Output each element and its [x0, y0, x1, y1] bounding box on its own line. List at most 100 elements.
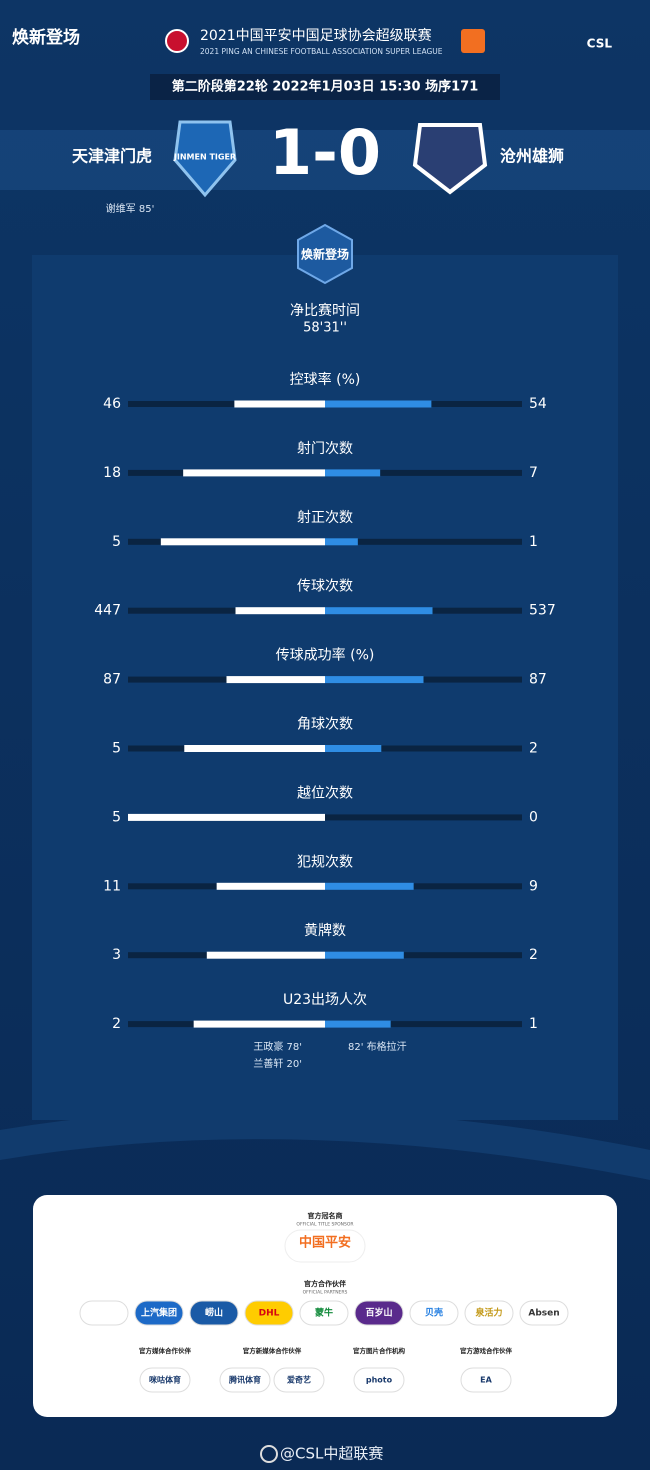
away-value: 1	[529, 534, 538, 550]
weibo-icon	[260, 1445, 278, 1463]
sponsor-pill	[464, 1300, 514, 1326]
partner-logo: 上汽集团	[141, 1307, 177, 1319]
home-bar	[184, 745, 325, 752]
sponsor-pill	[460, 1367, 512, 1393]
group-logo: 爱奇艺	[287, 1375, 311, 1385]
group-title: 官方图片合作机构	[353, 1346, 406, 1355]
stat-label: 犯规次数	[297, 854, 353, 870]
away-bar	[325, 538, 358, 546]
sponsor-pill	[299, 1300, 349, 1326]
away-value: 2	[529, 947, 538, 963]
sponsor-pill	[189, 1300, 239, 1326]
group-logo: 腾讯体育	[228, 1375, 261, 1385]
away-bar	[325, 400, 432, 408]
footer: @CSL中超联赛	[280, 1445, 383, 1463]
away-bar	[325, 882, 414, 890]
away-bar	[325, 951, 404, 959]
away-value: 537	[529, 603, 556, 619]
home-value: 5	[112, 741, 121, 757]
away-bar	[325, 469, 381, 477]
sponsor-pill	[284, 1229, 366, 1263]
pingan-logo	[461, 29, 485, 53]
league-cn: 2021中国平安中国足球协会超级联赛	[200, 28, 432, 44]
logo-text: 焕新登场	[12, 27, 80, 48]
stat-label: 黄牌数	[304, 922, 346, 939]
league-en: 2021 PING AN CHINESE FOOTBALL ASSOCIATIO…	[200, 47, 443, 56]
stats-panel	[32, 255, 618, 1120]
away-value: 54	[529, 396, 547, 412]
partners-label: 官方合作伙伴	[304, 1279, 346, 1288]
stat-label: 射门次数	[297, 441, 353, 457]
title-sponsor: 中国平安	[299, 1235, 351, 1251]
csl-logo: CSL	[587, 37, 613, 51]
home-bar	[234, 400, 325, 408]
home-value: 5	[112, 809, 121, 825]
net-time: 58'31''	[303, 321, 347, 336]
home-crest	[173, 120, 237, 198]
home-bar	[128, 813, 325, 821]
home-value: 18	[103, 465, 121, 481]
home-value: 2	[112, 1016, 121, 1032]
group-title: 官方游戏合作伙伴	[460, 1346, 513, 1355]
home-value: 447	[94, 603, 121, 619]
partner-logo: 泉活力	[474, 1307, 502, 1319]
away-value: 9	[529, 878, 538, 894]
sponsor-pill	[519, 1300, 569, 1326]
partner-logo: 贝壳	[425, 1307, 443, 1319]
sponsor-pill	[409, 1300, 459, 1326]
stat-label: 角球次数	[297, 717, 353, 733]
away-bar	[325, 676, 424, 684]
net-time-label: 净比赛时间	[290, 303, 360, 319]
group-logo: 咪咕体育	[149, 1375, 181, 1385]
away-team: 沧州雄狮	[500, 147, 564, 166]
home-value: 5	[112, 534, 121, 550]
stat-label: U23出场人次	[283, 992, 367, 1008]
stat-label: 传球次数	[297, 579, 353, 595]
stat-label: 传球成功率 (%)	[276, 647, 375, 664]
sponsor-pill	[134, 1300, 184, 1326]
sponsor-pill	[139, 1367, 191, 1393]
partners-label-en: OFFICIAL PARTNERS	[303, 1290, 348, 1296]
sponsor-pill	[353, 1367, 405, 1393]
home-bar	[226, 676, 325, 684]
away-bar	[325, 745, 382, 752]
group-title: 官方媒体合作伙伴	[139, 1346, 192, 1355]
stat-label: 射正次数	[297, 510, 353, 526]
away-value: 0	[529, 809, 538, 825]
home-value: 87	[103, 672, 121, 688]
stripe	[0, 1109, 650, 1180]
home-value: 46	[103, 396, 121, 412]
home-value: 11	[103, 878, 121, 894]
group-logo: photo	[366, 1376, 393, 1385]
home-bar	[160, 538, 325, 546]
u23-away: 82' 布格拉汗	[348, 1040, 407, 1053]
sponsor-pill	[219, 1367, 271, 1393]
away-crest	[412, 123, 488, 195]
away-value: 87	[529, 672, 547, 688]
home-bar	[183, 469, 325, 477]
badge	[297, 223, 353, 285]
home-scorer: 谢维军 85'	[106, 202, 155, 215]
group-title: 官方新媒体合作伙伴	[243, 1346, 302, 1355]
partner-logo: 蒙牛	[315, 1307, 333, 1319]
u23-home: 王政豪 78'	[253, 1040, 302, 1053]
cfa-logo	[165, 29, 189, 53]
partner-logo: DHL	[259, 1309, 280, 1319]
home-bar	[235, 607, 325, 615]
home-bar	[216, 882, 325, 890]
team-band	[0, 130, 650, 190]
away-bar	[325, 1020, 391, 1028]
match-info: 第二阶段第22轮 2022年1月03日 15:30 场序171	[172, 79, 479, 95]
u23-home: 兰善轩 20'	[253, 1057, 302, 1070]
away-value: 2	[529, 741, 538, 757]
sponsor-pill	[273, 1367, 325, 1393]
sponsor-pill	[354, 1300, 404, 1326]
sponsor-pill	[79, 1300, 129, 1326]
badge-text: 焕新登场	[301, 247, 349, 262]
sponsor-label: 官方冠名商	[308, 1211, 343, 1220]
home-crest-text: JINMEN TIGER	[173, 153, 236, 162]
away-value: 1	[529, 1016, 538, 1032]
home-bar	[193, 1020, 325, 1028]
sponsor-pill	[244, 1300, 294, 1326]
